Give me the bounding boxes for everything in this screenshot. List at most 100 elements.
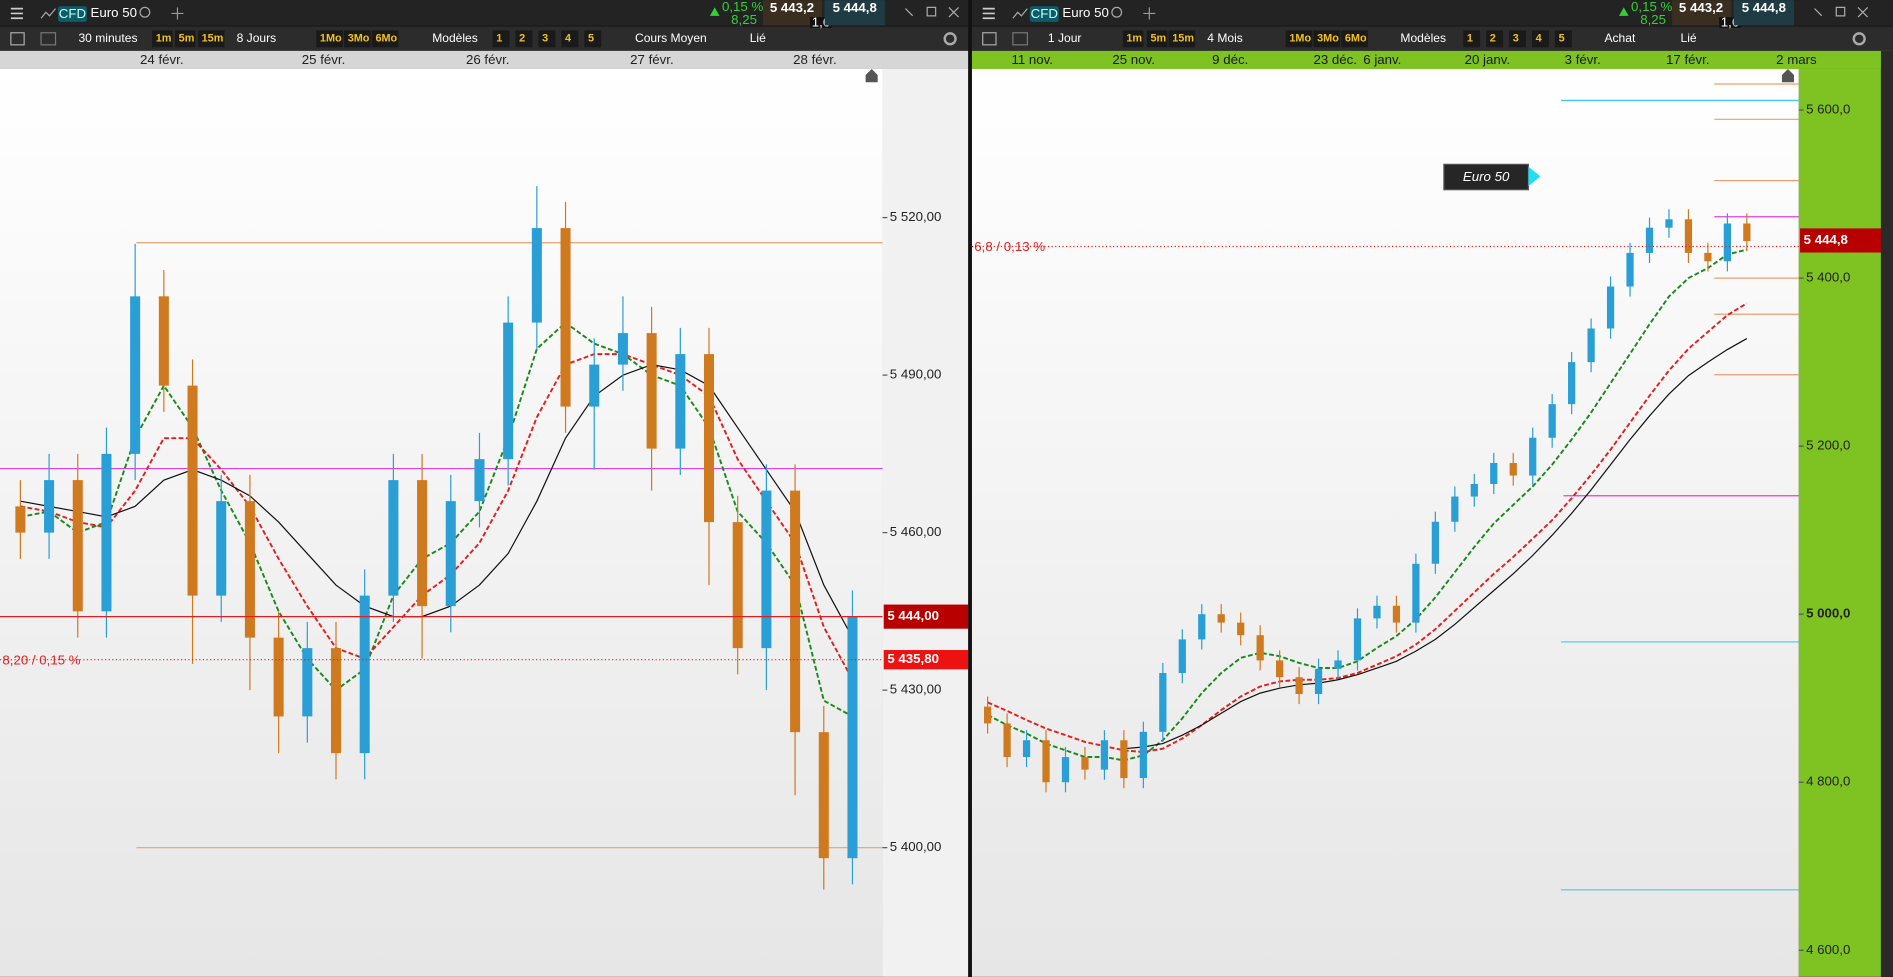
toolbar-item[interactable]: Lié [1681, 31, 1697, 45]
candle-body [1626, 252, 1634, 287]
toolbar-item[interactable]: 4 [565, 33, 571, 45]
toolbar-item[interactable]: 4 Mois [1207, 31, 1243, 45]
scroll-home[interactable] [1781, 68, 1795, 83]
toolbar [0, 26, 969, 51]
toolbar-item[interactable]: Lié [750, 31, 766, 45]
toolbar-item[interactable]: 4 [1536, 33, 1542, 45]
candle-body [1295, 677, 1303, 695]
settings-icon[interactable] [943, 32, 957, 46]
toolbar-pill [538, 30, 556, 48]
toolbar-item[interactable]: 5 [1559, 33, 1565, 45]
candle-body [244, 501, 255, 638]
candle-body [617, 333, 628, 365]
toolbar-item[interactable]: 15m [202, 33, 224, 45]
menu-icon[interactable] [982, 7, 995, 20]
toolbar-item[interactable]: Cours Moyen [635, 31, 707, 45]
toolbar-pill [1313, 30, 1341, 48]
toolbar-item[interactable]: 3 [542, 33, 548, 45]
y-tick-label: 5 400,0 [1806, 270, 1850, 285]
marker-arrow [1528, 166, 1541, 187]
candle-body [1373, 605, 1381, 619]
settings-icon[interactable] [1852, 32, 1866, 46]
toolbar-pill [1168, 30, 1196, 48]
spread-box [1719, 17, 1741, 28]
ask-box[interactable] [824, 0, 885, 26]
change-pct: 0,15 % [722, 0, 764, 14]
candle-body [1392, 605, 1401, 623]
candle-body [72, 480, 83, 612]
candle-body [1276, 660, 1284, 678]
candle-body [158, 296, 169, 386]
candle-body [1548, 404, 1556, 438]
layout-icon[interactable] [10, 32, 25, 46]
toolbar-pill [152, 30, 173, 48]
moving-average [1123, 338, 1748, 750]
candle-body [1704, 252, 1712, 262]
toolbar-item[interactable]: 3 [1513, 33, 1519, 45]
toolbar-item[interactable]: 1 [496, 33, 502, 45]
candle-body [388, 480, 399, 596]
candle-body [790, 490, 801, 733]
badge-text: CFD [59, 6, 86, 21]
toolbar-item[interactable]: Achat [1604, 31, 1635, 45]
toolbar-item[interactable]: 3Mo [348, 33, 370, 45]
window-icons[interactable] [1814, 6, 1869, 18]
ask: 5 444,8 [1742, 0, 1786, 15]
instrument[interactable]: Euro 50 [91, 5, 137, 20]
price-axis [1798, 68, 1881, 977]
menu-icon[interactable] [10, 7, 23, 20]
candle-body [101, 453, 112, 612]
spread-label: 6,8 / 0,13 % [974, 239, 1045, 254]
chart-icon [40, 8, 56, 19]
toolbar-item[interactable]: 2 [519, 33, 525, 45]
search-icon[interactable] [1111, 6, 1123, 18]
y-tick-label: 5 490,00 [890, 367, 942, 382]
toolbar-item[interactable]: 8 Jours [237, 31, 277, 45]
search-icon[interactable] [139, 6, 151, 18]
toolbar-item[interactable]: 3Mo [1317, 33, 1339, 45]
ask-box[interactable] [1733, 0, 1795, 26]
candle-body [1723, 223, 1731, 262]
price-tag-label: 5 444,8 [1804, 232, 1848, 247]
add-tab[interactable] [1143, 7, 1156, 20]
grid-icon[interactable] [40, 32, 57, 46]
layout-icon[interactable] [982, 32, 997, 46]
toolbar-item[interactable]: 1Mo [320, 33, 342, 45]
toolbar-item[interactable]: 1m [156, 33, 172, 45]
candle-body [1061, 757, 1070, 783]
candle-body [646, 333, 657, 449]
y-tick-label: 4 800,0 [1806, 774, 1850, 789]
scroll-home[interactable] [865, 68, 878, 83]
marker-box [1443, 163, 1530, 191]
toolbar-item[interactable]: 30 minutes [78, 31, 137, 45]
toolbar-item[interactable]: 5m [179, 33, 195, 45]
toolbar-item[interactable]: 2 [1490, 33, 1496, 45]
toolbar-item[interactable]: 5 [588, 33, 594, 45]
candle-body [818, 732, 829, 859]
ask: 5 444,8 [833, 0, 877, 15]
candle-body [273, 637, 284, 717]
bid: 5 443,2 [770, 0, 814, 15]
candle-body [1470, 483, 1478, 497]
toolbar-item[interactable]: 1Mo [1289, 33, 1311, 45]
instrument[interactable]: Euro 50 [1062, 5, 1108, 20]
add-tab[interactable] [171, 7, 184, 20]
grid-icon[interactable] [1012, 32, 1028, 46]
toolbar-item[interactable]: 6Mo [1345, 33, 1367, 45]
toolbar-item[interactable]: Modèles [432, 31, 478, 45]
window-icons[interactable] [905, 6, 959, 18]
candle-body [1645, 227, 1654, 253]
toolbar-item[interactable]: 1 Jour [1048, 31, 1082, 45]
toolbar-item[interactable]: Modèles [1400, 31, 1446, 45]
moving-average [987, 302, 1748, 754]
toolbar-pill [1341, 30, 1368, 48]
toolbar-pill [197, 30, 225, 48]
toolbar-item[interactable]: 5m [1151, 33, 1167, 45]
change-pct: 0,15 % [1631, 0, 1673, 14]
toolbar-item[interactable]: 1m [1126, 33, 1142, 45]
toolbar-item[interactable]: 1 [1467, 33, 1473, 45]
toolbar-item[interactable]: 6Mo [375, 33, 397, 45]
toolbar-item[interactable]: 15m [1172, 33, 1194, 45]
badge-text: CFD [1031, 6, 1058, 21]
